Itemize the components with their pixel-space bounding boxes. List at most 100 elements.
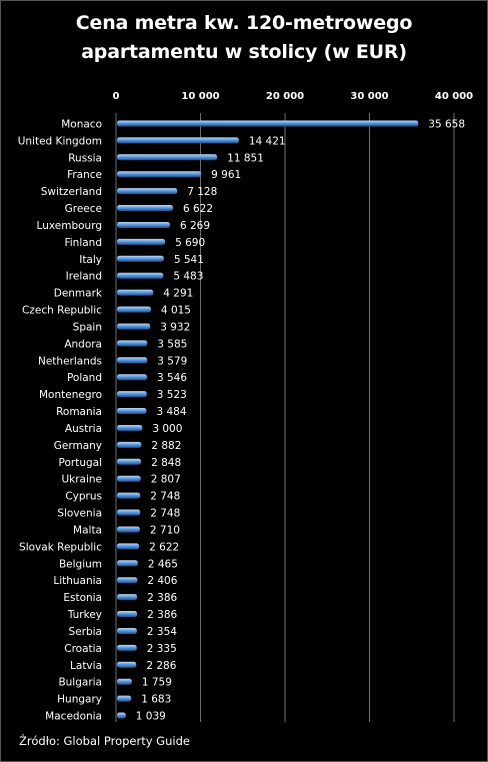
category-label: Serbia <box>69 626 102 638</box>
value-label: 3 484 <box>156 406 186 418</box>
x-tick-label: 20 000 <box>266 91 304 102</box>
bar <box>117 137 239 144</box>
value-label: 14 421 <box>249 135 286 147</box>
bar <box>117 712 126 719</box>
category-label: Greece <box>65 203 102 215</box>
bar <box>117 594 138 601</box>
category-label: Bulgaria <box>58 677 102 689</box>
category-label: Spain <box>73 321 102 333</box>
bar <box>117 611 138 618</box>
value-label: 5 541 <box>174 254 204 266</box>
value-label: 3 932 <box>160 321 190 333</box>
value-label: 2 465 <box>148 558 178 570</box>
bar <box>117 678 132 685</box>
value-label: 11 851 <box>227 152 264 164</box>
bar <box>117 543 140 550</box>
bars <box>117 120 419 719</box>
category-label: Estonia <box>63 592 102 604</box>
bar <box>117 408 147 415</box>
category-label: Malta <box>73 524 102 536</box>
value-label: 2 354 <box>147 626 177 638</box>
x-axis-ticks: 0 10 000 20 000 30 000 40 000 <box>113 91 474 102</box>
category-label: Romania <box>56 406 102 418</box>
category-label: Monaco <box>61 118 102 130</box>
bar <box>117 627 137 634</box>
value-label: 2 748 <box>150 508 180 520</box>
value-label: 1 039 <box>136 711 166 723</box>
bar <box>117 458 142 465</box>
bar <box>117 205 173 212</box>
value-label: 35 658 <box>428 118 465 130</box>
value-label: 3 546 <box>157 372 187 384</box>
bar <box>117 188 178 195</box>
bar <box>117 306 151 313</box>
category-label: Turkey <box>67 609 102 621</box>
value-labels: 35 658 14 421 11 851 9 961 7 128 6 622 6 269 5 … <box>136 118 465 722</box>
bar <box>117 560 138 567</box>
value-label: 7 128 <box>187 186 217 198</box>
category-label: Luxembourg <box>37 220 102 232</box>
bar <box>117 154 218 161</box>
category-label: Russia <box>68 152 102 164</box>
value-label: 2 335 <box>147 643 177 655</box>
category-label: United Kingdom <box>18 135 102 147</box>
category-label: Italy <box>79 254 102 266</box>
value-label: 3 579 <box>157 355 187 367</box>
bar <box>117 357 148 364</box>
category-label: Macedonia <box>45 711 102 723</box>
category-label: Andora <box>64 338 102 350</box>
bar <box>117 475 141 482</box>
value-label: 2 807 <box>151 474 181 486</box>
bar <box>117 644 137 651</box>
category-label: Austria <box>65 423 102 435</box>
value-label: 2 622 <box>149 541 179 553</box>
category-label: Slovenia <box>57 508 102 520</box>
bar <box>117 289 154 296</box>
chart-title-line-2: apartamentu w stolicy (w EUR) <box>81 41 407 63</box>
value-label: 2 710 <box>150 524 180 536</box>
value-label: 1 683 <box>141 694 171 706</box>
bar <box>117 492 141 499</box>
bar <box>117 272 164 279</box>
category-label: Switzerland <box>41 186 102 198</box>
category-label: Hungary <box>57 694 102 706</box>
bar <box>117 526 140 533</box>
category-label: Ireland <box>66 271 102 283</box>
x-tick-label: 0 <box>113 91 120 102</box>
bar <box>117 120 419 127</box>
bar <box>117 661 137 668</box>
category-label: Croatia <box>64 643 102 655</box>
value-label: 2 848 <box>151 457 181 469</box>
value-label: 9 961 <box>211 169 241 181</box>
category-label: Ukraine <box>61 474 102 486</box>
category-label: Cyprus <box>65 491 102 503</box>
chart-title-line-1: Cena metra kw. 120-metrowego <box>75 12 413 34</box>
bar <box>117 509 141 516</box>
value-label: 2 286 <box>146 660 176 672</box>
category-label: Finland <box>64 237 102 249</box>
x-tick-label: 30 000 <box>350 91 388 102</box>
value-label: 3 523 <box>157 389 187 401</box>
value-label: 6 269 <box>180 220 210 232</box>
category-label: Latvia <box>70 660 102 672</box>
source-note: Źródło: Global Property Guide <box>19 734 190 748</box>
value-label: 2 882 <box>151 440 181 452</box>
bar <box>117 577 138 584</box>
bar <box>117 221 170 228</box>
category-label: Slovak Republic <box>19 541 102 553</box>
value-label: 5 690 <box>175 237 205 249</box>
value-label: 1 759 <box>142 677 172 689</box>
gridlines <box>115 113 455 722</box>
category-label: Netherlands <box>38 355 102 367</box>
value-label: 2 406 <box>147 575 177 587</box>
bar <box>117 441 142 448</box>
category-label: France <box>67 169 102 181</box>
value-label: 4 291 <box>163 288 193 300</box>
value-label: 2 748 <box>150 491 180 503</box>
value-label: 5 483 <box>173 271 203 283</box>
category-label: Czech Republic <box>22 305 102 317</box>
category-label: Belgium <box>59 558 102 570</box>
value-label: 2 386 <box>147 592 177 604</box>
